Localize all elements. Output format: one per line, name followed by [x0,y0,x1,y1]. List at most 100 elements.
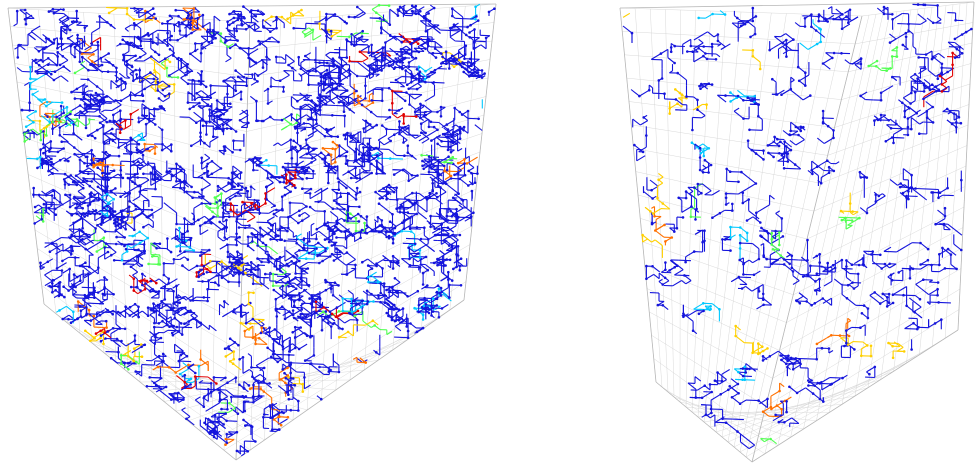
network-link [287,171,296,179]
network-link [108,7,118,14]
network-link [160,312,167,318]
network-link [100,53,109,59]
network-link [44,274,53,282]
network-link [369,92,374,96]
network-link [91,27,100,34]
network-link [390,158,404,160]
network-link [166,316,172,320]
network-link [275,334,283,340]
network-link [377,116,390,118]
network-link [201,177,211,186]
network-link [216,99,227,108]
grid-line [239,225,473,351]
network-link [298,64,307,72]
network-link [415,111,427,113]
network-link [198,382,212,384]
network-link [44,279,54,287]
network-link [396,198,410,200]
network-link [394,320,405,327]
network-link [340,66,351,75]
network-link [161,171,172,178]
network-link [105,351,119,353]
grid-line [240,207,475,324]
grid-line [25,155,244,242]
network-link [50,147,64,150]
network-link [303,247,317,250]
network-link [292,94,304,96]
network-link [430,46,443,48]
network-link [291,105,296,110]
network-link [295,362,307,365]
network-link [63,66,71,73]
network-link [180,77,189,85]
network-link [120,363,129,370]
network-link [271,229,279,237]
network-link [218,267,228,274]
network-link [30,78,38,84]
network-link [25,11,35,19]
network-link [56,112,64,118]
network-link [85,248,94,256]
network-link [224,146,233,153]
network-link [283,272,290,279]
network-link [252,373,261,380]
network-link [184,218,192,225]
network-link [125,248,139,251]
network-link [265,169,275,177]
network-link [143,173,157,175]
network-link [230,76,237,81]
network-link [51,203,64,206]
network-link [457,148,463,152]
network-link [280,267,287,273]
network-link [260,10,266,15]
cube-edge [7,3,497,9]
network-link [376,257,386,265]
network-link [154,278,160,282]
network-link [158,389,168,397]
network-link [363,39,369,43]
network-link [277,142,282,146]
network-link [289,215,299,224]
network-link [413,247,423,253]
network-link [373,51,382,57]
network-link [225,389,234,397]
network-link [232,165,239,171]
network-link [392,255,400,262]
network-link [204,215,210,221]
network-link [241,311,250,317]
network-link [286,288,297,295]
network-link [115,342,121,348]
network-link [16,67,23,72]
network-link [193,56,202,63]
network-link [291,306,304,309]
network-link [354,310,364,317]
network-link [429,95,435,99]
network-link [294,282,303,290]
network-link [363,126,374,134]
network-link [71,91,84,94]
network-link [69,278,74,283]
network-link [394,36,403,43]
network-link [404,192,413,199]
network-link [380,27,391,36]
network-link [281,358,287,364]
network-link [346,252,356,260]
network-link [329,210,338,218]
network-link [177,34,187,41]
network-link [218,149,225,155]
network-link [217,236,224,242]
network-link [44,269,53,276]
network-link [106,193,115,200]
network-link [339,260,347,266]
network-link [163,202,169,207]
network-link [311,100,321,108]
network-link [282,271,287,275]
network-link [227,377,237,384]
network-link [151,355,160,362]
network-link [427,129,438,136]
network-link [247,245,255,252]
network-link [86,244,96,251]
network-link [338,145,348,153]
network-link [120,160,134,163]
network-link [444,176,450,180]
